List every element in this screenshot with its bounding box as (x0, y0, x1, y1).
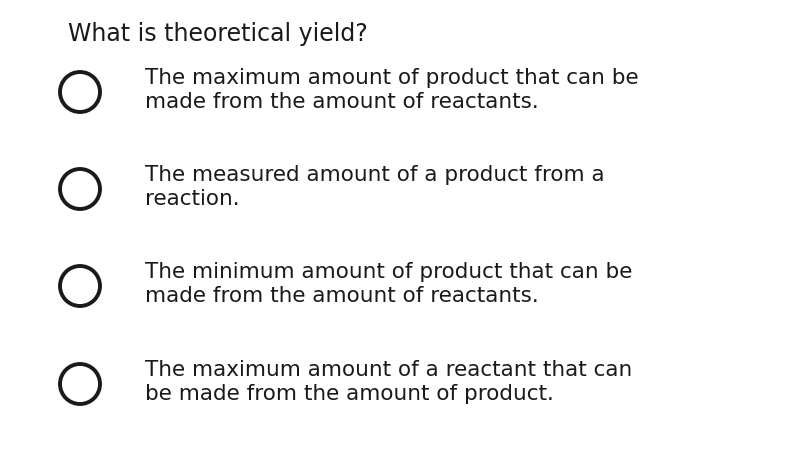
Text: What is theoretical yield?: What is theoretical yield? (68, 22, 368, 46)
Text: made from the amount of reactants.: made from the amount of reactants. (145, 92, 539, 112)
Text: reaction.: reaction. (145, 189, 240, 209)
Text: made from the amount of reactants.: made from the amount of reactants. (145, 286, 539, 306)
Text: The measured amount of a product from a: The measured amount of a product from a (145, 165, 604, 185)
Text: The maximum amount of product that can be: The maximum amount of product that can b… (145, 68, 638, 88)
Text: be made from the amount of product.: be made from the amount of product. (145, 384, 553, 404)
Text: The maximum amount of a reactant that can: The maximum amount of a reactant that ca… (145, 360, 632, 380)
Text: The minimum amount of product that can be: The minimum amount of product that can b… (145, 262, 633, 282)
